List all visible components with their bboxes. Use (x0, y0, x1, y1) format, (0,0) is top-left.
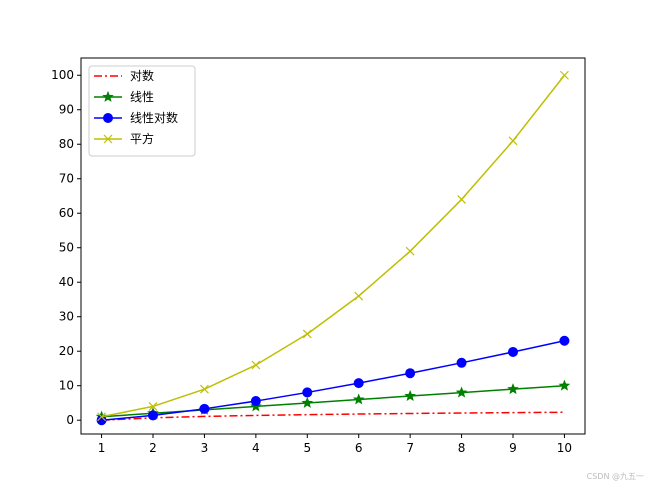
data-point (559, 335, 570, 346)
data-point (97, 412, 106, 422)
watermark: CSDN @九五一 (586, 472, 644, 481)
y-tick-label: 0 (66, 413, 74, 427)
x-tick-label: 2 (149, 441, 157, 455)
data-point (405, 246, 415, 256)
legend-entry: 线性 (94, 90, 154, 104)
data-point (353, 378, 364, 389)
x-tick-label: 8 (458, 441, 466, 455)
x-marker-stroke (200, 384, 209, 394)
data-point (301, 396, 314, 408)
x-tick-label: 1 (98, 441, 106, 455)
plot-frame (80, 57, 586, 435)
data-point (354, 291, 364, 301)
series-3 (96, 335, 570, 426)
data-point (148, 401, 158, 411)
legend-marker (103, 113, 113, 123)
legend-label: 线性对数 (130, 110, 178, 125)
legend-marker (103, 134, 113, 144)
x-marker-stroke (354, 291, 364, 301)
x-marker-stroke (302, 329, 312, 339)
data-point (558, 379, 571, 391)
y-tick-label: 70 (59, 172, 74, 186)
y-tick-label: 60 (59, 206, 74, 220)
data-point (302, 329, 312, 339)
x-tick-label: 4 (252, 441, 260, 455)
legend-box (88, 65, 196, 157)
legend-entry: 平方 (94, 131, 154, 146)
series-4 (97, 70, 569, 422)
y-tick-label: 90 (59, 103, 74, 117)
data-point (456, 357, 467, 368)
x-tick-label: 3 (201, 441, 209, 455)
x-marker-stroke (148, 401, 158, 411)
x-marker-stroke (251, 360, 261, 370)
data-point (405, 368, 416, 379)
data-point (560, 70, 569, 80)
x-tick-label: 5 (303, 441, 311, 455)
x-marker-stroke (103, 134, 113, 144)
data-point (352, 393, 365, 405)
data-point (199, 403, 210, 414)
legend-entry: 线性对数 (94, 110, 178, 125)
y-tick-label: 40 (59, 275, 74, 289)
legend-label: 平方 (130, 131, 154, 146)
series-line (101, 74, 566, 418)
data-point (508, 346, 518, 357)
x-tick-label: 7 (406, 441, 414, 455)
data-point (251, 360, 261, 370)
x-tick-label: 9 (509, 441, 517, 455)
data-point (250, 396, 261, 407)
y-tick-label: 50 (59, 241, 74, 255)
x-marker-stroke (457, 195, 466, 204)
data-point (455, 386, 468, 398)
x-marker-stroke (97, 412, 106, 422)
data-point (148, 410, 158, 421)
data-point (508, 136, 518, 146)
y-tick-label: 20 (59, 344, 74, 358)
legend-label: 线性 (130, 90, 154, 104)
y-tick-label: 80 (59, 137, 74, 151)
legend-entry: 对数 (94, 68, 154, 83)
legend-marker (102, 90, 114, 102)
x-tick-label: 6 (355, 441, 363, 455)
legend-label: 对数 (130, 68, 154, 83)
series-1 (101, 411, 565, 421)
data-point (507, 383, 519, 395)
series-layer (95, 70, 571, 426)
series-line (101, 340, 565, 421)
x-axis: 1 2 3 4 5 6 7 8 9 10 (98, 434, 572, 455)
x-marker-stroke (405, 246, 415, 256)
y-tick-label: 10 (59, 379, 74, 393)
data-point (200, 384, 209, 394)
x-marker-stroke (560, 70, 569, 80)
x-marker-stroke (508, 136, 518, 146)
data-point (302, 387, 313, 398)
data-point (457, 195, 466, 204)
data-point (404, 389, 416, 401)
y-tick-label: 30 (59, 310, 74, 324)
data-point (96, 415, 107, 426)
y-tick-label: 100 (51, 68, 74, 82)
series-line (101, 411, 565, 421)
y-axis: 0 10 20 30 40 50 60 70 80 90 100 (51, 68, 81, 427)
x-tick-label: 10 (557, 441, 572, 455)
